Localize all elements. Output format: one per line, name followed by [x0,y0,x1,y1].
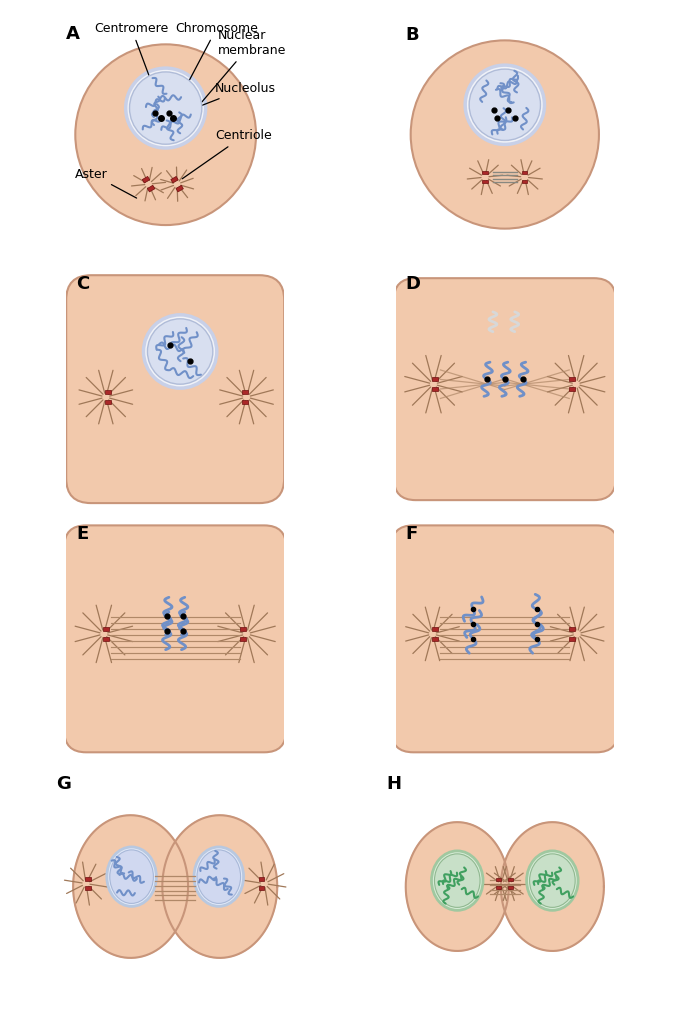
Polygon shape [432,637,439,640]
Text: Nucleolus: Nucleolus [173,82,276,116]
Ellipse shape [143,315,217,389]
Ellipse shape [530,854,575,908]
Polygon shape [432,377,439,381]
Polygon shape [496,886,501,889]
Text: F: F [406,525,418,543]
FancyBboxPatch shape [392,525,618,752]
Text: B: B [406,26,420,43]
Polygon shape [509,886,513,889]
Polygon shape [171,177,178,183]
FancyBboxPatch shape [64,525,286,752]
FancyBboxPatch shape [394,279,616,501]
Polygon shape [569,627,575,631]
Text: Aster: Aster [75,168,137,198]
Polygon shape [239,627,245,631]
Polygon shape [103,637,109,640]
Polygon shape [569,388,575,391]
Text: E: E [76,525,88,543]
Polygon shape [105,391,111,394]
Polygon shape [163,849,187,923]
Polygon shape [258,877,264,881]
Text: C: C [76,276,89,293]
Text: D: D [406,276,421,293]
Ellipse shape [194,847,243,907]
Polygon shape [103,627,109,631]
Polygon shape [241,391,248,394]
Ellipse shape [129,72,202,144]
Text: H: H [386,774,401,793]
FancyBboxPatch shape [66,276,284,503]
Polygon shape [509,878,513,881]
Polygon shape [105,400,111,404]
Polygon shape [239,637,245,640]
Polygon shape [176,185,184,192]
Ellipse shape [465,65,545,144]
Ellipse shape [75,44,256,225]
Text: G: G [56,774,71,793]
Text: Nuclear
membrane: Nuclear membrane [202,29,286,102]
Polygon shape [522,171,528,175]
Ellipse shape [469,69,541,141]
Ellipse shape [107,847,156,907]
Ellipse shape [526,851,578,911]
Ellipse shape [432,851,483,911]
Ellipse shape [148,319,213,384]
Ellipse shape [435,854,480,908]
Ellipse shape [197,850,241,904]
Polygon shape [142,177,150,183]
Polygon shape [482,180,488,183]
Ellipse shape [126,68,205,148]
Polygon shape [148,185,155,192]
Polygon shape [482,171,488,175]
Text: A: A [66,26,80,43]
Text: Chromosome: Chromosome [175,22,258,86]
Polygon shape [496,878,501,881]
Polygon shape [432,627,439,631]
Polygon shape [241,400,248,404]
Text: Centromere: Centromere [95,22,169,93]
Polygon shape [258,886,264,890]
Polygon shape [522,180,528,183]
Text: Centriole: Centriole [182,130,272,179]
Polygon shape [569,637,575,640]
Ellipse shape [109,850,154,904]
Polygon shape [501,822,604,951]
Polygon shape [432,388,439,391]
Polygon shape [569,377,575,381]
Polygon shape [163,815,277,958]
Polygon shape [406,822,509,951]
Polygon shape [85,886,90,890]
Ellipse shape [411,40,599,228]
Polygon shape [73,815,188,958]
Polygon shape [85,877,90,881]
